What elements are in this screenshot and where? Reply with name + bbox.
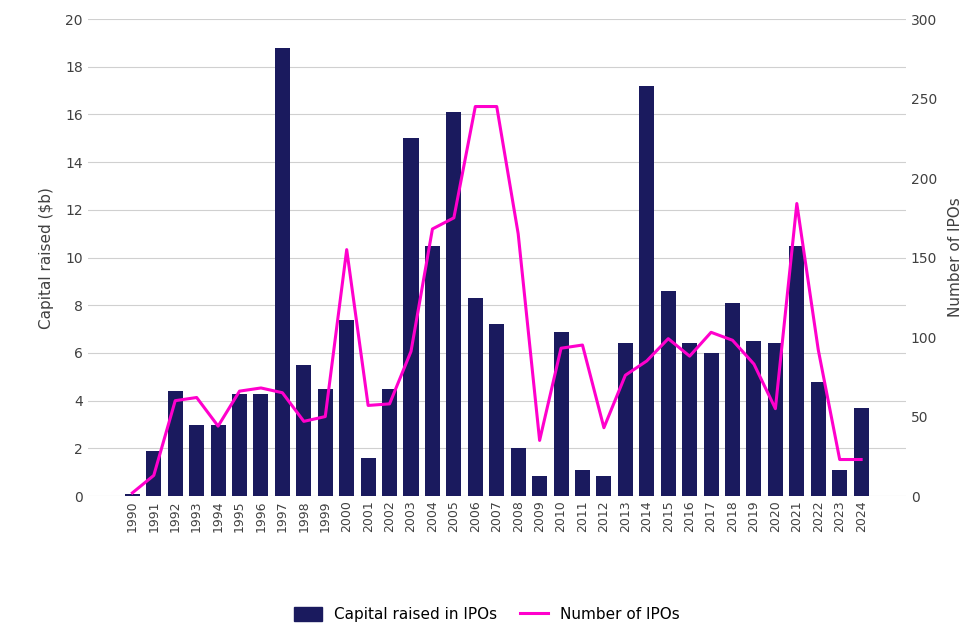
Bar [703, 353, 719, 496]
Bar [682, 343, 697, 496]
Y-axis label: Capital raised ($b): Capital raised ($b) [39, 186, 54, 329]
Bar [210, 425, 226, 496]
Bar [596, 476, 612, 496]
Bar [489, 324, 505, 496]
Bar [403, 139, 419, 496]
Bar [189, 425, 205, 496]
Bar [253, 394, 269, 496]
Bar [532, 476, 547, 496]
Bar [446, 112, 462, 496]
Bar [318, 389, 333, 496]
Bar [146, 451, 162, 496]
Bar [468, 298, 483, 496]
Bar [768, 343, 783, 496]
Bar [168, 391, 183, 496]
Bar [275, 48, 290, 496]
Legend: Capital raised in IPOs, Number of IPOs: Capital raised in IPOs, Number of IPOs [294, 607, 680, 622]
Bar [832, 470, 847, 496]
Y-axis label: Number of IPOs: Number of IPOs [948, 198, 963, 317]
Bar [575, 470, 590, 496]
Bar [296, 365, 312, 496]
Bar [789, 245, 805, 496]
Bar [510, 448, 526, 496]
Bar [853, 408, 869, 496]
Bar [810, 382, 826, 496]
Bar [639, 86, 655, 496]
Bar [660, 291, 676, 496]
Bar [382, 389, 397, 496]
Bar [553, 331, 569, 496]
Bar [425, 245, 440, 496]
Bar [232, 394, 247, 496]
Bar [360, 458, 376, 496]
Bar [339, 319, 355, 496]
Bar [725, 303, 740, 496]
Bar [125, 494, 140, 496]
Bar [746, 341, 762, 496]
Bar [618, 343, 633, 496]
